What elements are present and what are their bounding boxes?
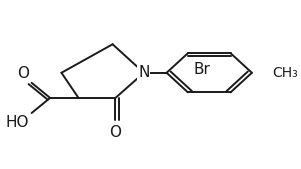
Text: N: N xyxy=(138,65,150,80)
Text: O: O xyxy=(17,66,29,81)
Text: HO: HO xyxy=(5,115,29,130)
Text: Br: Br xyxy=(194,62,210,77)
Text: CH₃: CH₃ xyxy=(272,66,297,80)
Text: O: O xyxy=(110,125,121,140)
